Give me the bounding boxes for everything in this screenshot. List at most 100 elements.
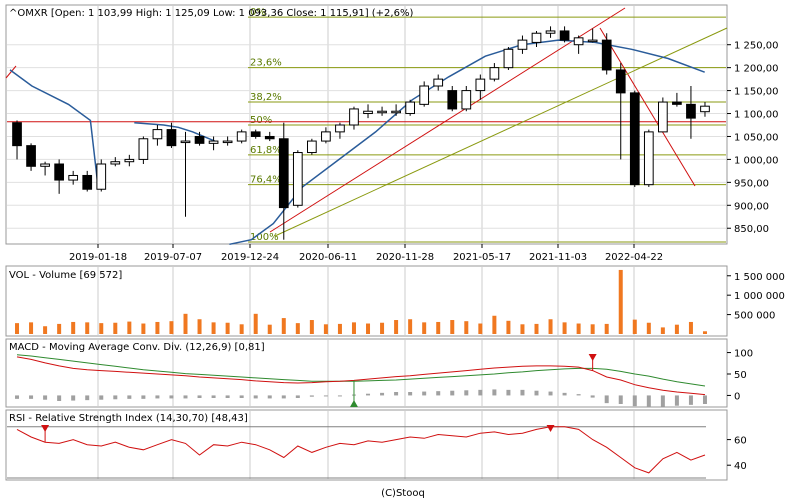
candle (573, 35, 584, 54)
candle (629, 90, 640, 187)
volume-bar (590, 324, 595, 334)
macd-histogram-bar (309, 395, 314, 397)
macd-histogram-bar (688, 395, 693, 405)
candle-down-body (672, 101, 682, 105)
candle (700, 102, 710, 117)
candle (601, 33, 612, 75)
macd-line (16, 356, 706, 396)
macd-histogram-bar (43, 395, 48, 400)
candle (208, 136, 219, 151)
macd-histogram-bar (99, 395, 104, 400)
candle-up-body (349, 108, 359, 126)
volume-bar (464, 321, 469, 334)
macd-histogram-bar (408, 392, 413, 396)
volume-bar (197, 319, 202, 334)
volume-bar (702, 331, 707, 334)
volume-y-axis: 500 000 1 000 000 1 500 000 (727, 272, 785, 322)
candle (180, 131, 191, 217)
macd-histogram-bar (113, 395, 118, 400)
volume-bar (239, 324, 244, 334)
candle (349, 106, 359, 130)
volume-bar (85, 322, 90, 334)
moving-average-line (229, 39, 705, 246)
candles (12, 26, 710, 240)
candle-down-body (601, 39, 612, 71)
candle (461, 86, 472, 112)
volume-bar (492, 315, 497, 334)
candle-down-body (26, 145, 36, 167)
price-y-tick-label: 1 000,00 (734, 155, 779, 166)
candle (489, 63, 500, 82)
candle (278, 122, 289, 240)
macd-histogram-bar (225, 395, 230, 398)
candle (531, 30, 542, 47)
macd-histogram-bar (380, 392, 385, 396)
macd-title: MACD - Moving Average Conv. Div. (12,26,… (9, 342, 265, 353)
price-y-tick-label: 950,00 (734, 178, 769, 189)
volume-bar (632, 319, 637, 334)
rsi-plot (7, 411, 706, 479)
volume-bar (127, 321, 132, 334)
candle-down-body (686, 103, 696, 119)
candle-up-body (587, 39, 598, 43)
macd-histogram-bar (253, 395, 258, 399)
macd-histogram-bar (15, 395, 20, 399)
candle (166, 122, 177, 148)
volume-bar (15, 323, 20, 334)
candle (264, 131, 275, 142)
candle-up-body (222, 140, 233, 144)
candle-up-body (419, 85, 430, 105)
candle-down-body (278, 138, 289, 209)
macd-histogram-bar (394, 392, 399, 396)
moving-average-lines (9, 39, 705, 246)
x-tick-label: 2021-05-17 (453, 252, 511, 263)
volume-bar (520, 324, 525, 334)
volume-bar (267, 324, 272, 334)
macd-histogram-bar (478, 389, 483, 396)
macd-histogram-bar (576, 394, 581, 396)
macd-histogram-bar (618, 395, 623, 404)
volume-bar (604, 323, 609, 334)
macd-histogram-bar (295, 395, 300, 398)
macd-histogram-bar (71, 395, 76, 401)
candle (12, 120, 22, 160)
volume-bar (71, 321, 76, 334)
candle (321, 127, 331, 144)
candle-up-body (180, 140, 191, 144)
volume-bar (576, 323, 581, 334)
macd-signal-line (16, 354, 706, 387)
macd-histogram-bar (492, 389, 497, 396)
volume-bar (366, 323, 371, 334)
volume-bar (436, 321, 441, 334)
macd-sell-marker (588, 354, 597, 361)
rsi-sell-marker (41, 425, 50, 432)
trend-line-red-up (269, 7, 626, 233)
volume-y-tick-label: 1 000 000 (734, 291, 785, 302)
macd-histogram-bar (590, 395, 595, 398)
fib-label: 76,4% (250, 175, 282, 186)
macd-histogram-bar (436, 391, 441, 396)
candle-up-body (124, 158, 135, 163)
volume-bar (408, 319, 413, 334)
candle-up-body (531, 32, 542, 43)
volume-bar (29, 322, 34, 334)
x-axis: 2019-01-18 2019-07-07 2019-12-24 2020-06-11… (69, 244, 663, 263)
x-tick-label: 2021-11-03 (529, 252, 587, 263)
rsi-y-tick-label: 40 (734, 461, 747, 472)
volume-bar (548, 319, 553, 334)
candle-up-body (96, 163, 107, 190)
volume-bar (253, 313, 258, 334)
candle (503, 47, 514, 70)
volume-bar (141, 323, 146, 334)
candle-up-body (433, 78, 444, 87)
macd-histogram-bar (632, 395, 637, 407)
macd-plot (15, 340, 707, 407)
rsi-title: RSI - Relative Strength Index (14,30,70)… (9, 413, 248, 424)
price-y-tick-label: 900,00 (734, 201, 769, 212)
candle-up-body (40, 163, 50, 167)
price-y-tick-label: 1 150,00 (734, 87, 779, 98)
volume-bar (169, 321, 174, 334)
candle-down-body (194, 135, 205, 144)
volume-bar (295, 323, 300, 334)
fib-label: 23,6% (250, 58, 282, 69)
